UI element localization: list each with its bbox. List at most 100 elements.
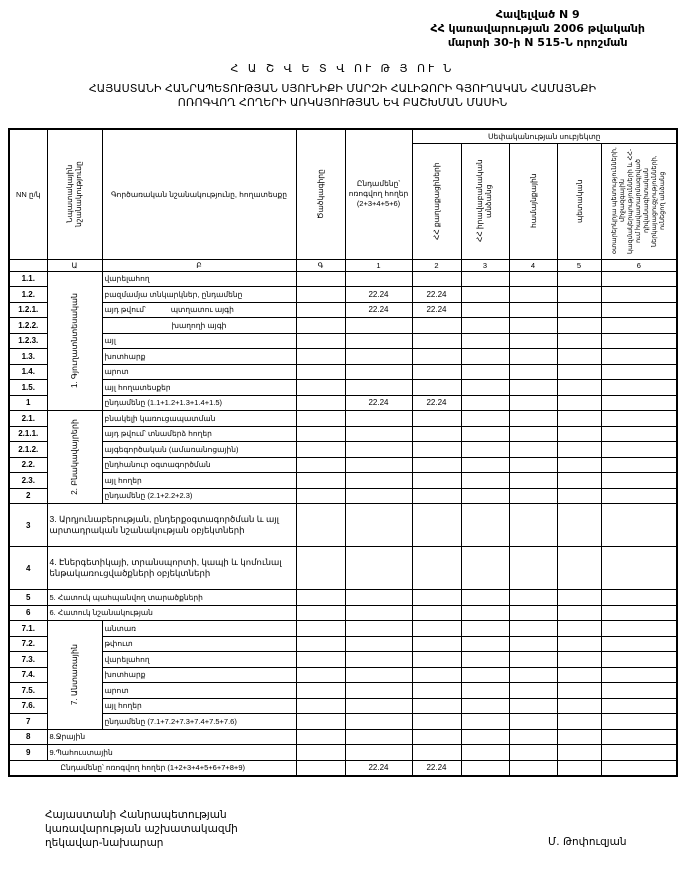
value-cell — [600, 589, 678, 606]
table-row: 7.3. վարելահող — [8, 651, 678, 668]
value-cell — [344, 503, 413, 547]
code-cell — [295, 697, 346, 714]
row-label: 3. Արդյունաբերության, ընդերքօգտագործման … — [46, 503, 297, 547]
group-label-cell: 2. Բնակավայրերի — [46, 410, 103, 504]
row-label: 8.Ջրային — [46, 728, 297, 745]
row-label: ընդամենը (7.1+7.2+7.3+7.4+7.5+7.6) — [101, 713, 297, 730]
value-cell — [508, 379, 558, 396]
value-cell — [460, 363, 510, 380]
row-label: 9.Պահուստային — [46, 744, 297, 761]
value-cell — [556, 589, 602, 606]
value-cell — [344, 472, 413, 489]
code-cell — [295, 635, 346, 652]
value-cell — [508, 487, 558, 504]
value-cell — [556, 487, 602, 504]
value-cell — [600, 604, 678, 621]
code-cell — [295, 425, 346, 442]
value-cell — [556, 456, 602, 473]
row-label: 6. Հատուկ նշանակության — [46, 604, 297, 621]
value-cell: 22.24 — [411, 394, 462, 411]
header-function: Գործառական նշանակությունը, հողատեսքը — [101, 128, 297, 260]
subtitle-line-2: ՈՌՈԳՎՈՂ ՀՈՂԵՐԻ ԱՌԿԱՅՈՒԹՅԱՆ ԵՎ ԲԱՇԽՄԱՆ ՄԱ… — [177, 96, 508, 109]
header-code: Ծածկագիրը — [295, 128, 346, 260]
value-cell — [600, 410, 678, 427]
value-cell — [556, 394, 602, 411]
code-cell — [295, 456, 346, 473]
value-cell — [344, 363, 413, 380]
value-cell — [344, 546, 413, 590]
code-cell — [295, 744, 346, 761]
row-label: թփուտ — [101, 635, 297, 652]
row-label: ընդհանուր օգտագործման — [101, 456, 297, 473]
value-cell — [508, 759, 558, 777]
table-row: 8 8.Ջրային — [8, 728, 678, 745]
row-number: 1.2.3. — [8, 332, 48, 349]
header-nn: NN ը/կ — [8, 128, 48, 260]
value-cell — [556, 604, 602, 621]
code-cell — [295, 270, 346, 287]
value-cell — [460, 728, 510, 745]
code-cell — [295, 682, 346, 699]
value-cell — [460, 425, 510, 442]
value-cell — [344, 317, 413, 334]
value-cell — [508, 589, 558, 606]
code-cell — [295, 546, 346, 590]
value-cell — [600, 348, 678, 365]
column-index-cell: 6 — [600, 258, 678, 272]
value-cell: 22.24 — [344, 301, 413, 318]
value-cell — [460, 546, 510, 590]
value-cell — [344, 456, 413, 473]
value-cell — [600, 472, 678, 489]
header-purpose: Նպատակային նշանակությունը — [46, 128, 103, 260]
header-col5: պետական — [556, 142, 602, 260]
value-cell — [460, 697, 510, 714]
signatory-line-2: կառավարության աշխատակազմի — [45, 823, 238, 835]
value-cell — [508, 410, 558, 427]
code-cell — [295, 379, 346, 396]
table-row: 9 9.Պահուստային — [8, 744, 678, 761]
value-cell — [460, 503, 510, 547]
row-number: 7.2. — [8, 635, 48, 652]
row-number: 8 — [8, 728, 48, 745]
group-label-cell: 1. Գյուղատնտեսական — [46, 270, 103, 411]
value-cell — [411, 503, 462, 547]
table-row: 1.3. խոտհարք — [8, 348, 678, 365]
land-report-table: NN ը/կ Նպատակային նշանակությունը Գործառա… — [8, 128, 679, 777]
value-cell — [508, 286, 558, 303]
value-cell — [556, 270, 602, 287]
row-number: 1.4. — [8, 363, 48, 380]
value-cell — [460, 472, 510, 489]
value-cell — [460, 410, 510, 427]
code-cell — [295, 332, 346, 349]
row-number: 5 — [8, 589, 48, 606]
value-cell — [508, 472, 558, 489]
header-col6: օտարերկրյա պետությունների, միջազգային կա… — [600, 142, 678, 260]
code-cell — [295, 317, 346, 334]
value-cell — [460, 441, 510, 458]
table-row: 2.1. 2. Բնակավայրերի բնակելի կառուցապատման — [8, 410, 678, 504]
table-row: 7.5. արոտ — [8, 682, 678, 699]
value-cell — [600, 425, 678, 442]
value-cell — [460, 682, 510, 699]
value-cell — [344, 635, 413, 652]
column-index-cell: 1 — [344, 258, 413, 272]
value-cell — [508, 744, 558, 761]
value-cell — [556, 441, 602, 458]
signatory-title: Հայաստանի Հանրապետության կառավարության ա… — [45, 808, 238, 850]
value-cell — [600, 363, 678, 380]
row-label: բնակելի կառուցապատման — [101, 410, 297, 427]
value-cell — [600, 487, 678, 504]
value-cell — [344, 270, 413, 287]
value-cell — [344, 620, 413, 637]
value-cell — [600, 456, 678, 473]
value-cell — [600, 682, 678, 699]
value-cell — [556, 410, 602, 427]
value-cell — [460, 744, 510, 761]
value-cell — [556, 503, 602, 547]
code-cell — [295, 759, 346, 777]
table-row: 2.1.2. այգեգործական (ամառանոցային) — [8, 441, 678, 458]
row-number: 1.2. — [8, 286, 48, 303]
value-cell — [411, 728, 462, 745]
value-cell — [411, 635, 462, 652]
table-row: 4 4. Էներգետիկայի, տրանսպորտի, կապի և կոմ… — [8, 546, 678, 590]
